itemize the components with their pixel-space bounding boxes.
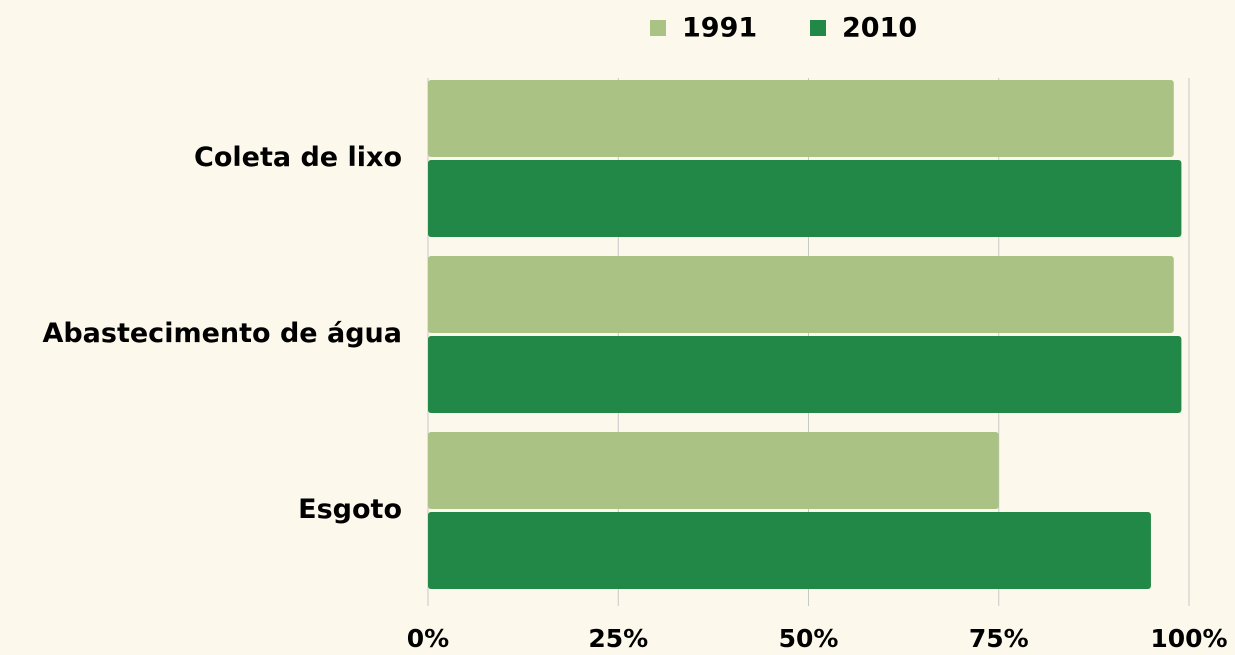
x-tick-label: 75% <box>969 624 1029 653</box>
bar <box>428 336 1182 413</box>
bar <box>428 512 1151 589</box>
x-tick-label: 25% <box>588 624 648 653</box>
legend-swatch <box>810 20 826 36</box>
bar <box>428 256 1174 333</box>
category-label: Esgoto <box>298 494 402 525</box>
x-tick-label: 50% <box>779 624 839 653</box>
category-label: Abastecimento de água <box>42 318 402 349</box>
category-label: Coleta de lixo <box>194 142 402 173</box>
legend-label: 2010 <box>842 13 917 44</box>
x-tick-label: 0% <box>407 624 449 653</box>
x-tick-label: 100% <box>1150 624 1227 653</box>
bar <box>428 432 999 509</box>
bar <box>428 80 1174 157</box>
bar <box>428 160 1182 237</box>
legend-swatch <box>650 20 666 36</box>
legend-label: 1991 <box>682 13 757 44</box>
